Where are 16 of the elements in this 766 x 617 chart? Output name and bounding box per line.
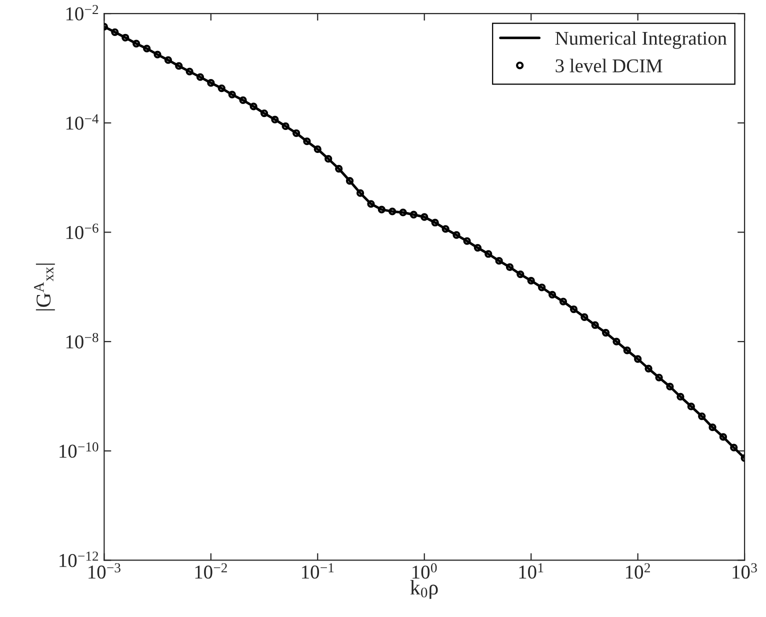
y-tick-label: 10$^{−4}$	[66, 114, 99, 130]
y-tick-label: 10$^{−6}$	[66, 224, 98, 240]
x-tick-label: 10$^{0}$	[412, 563, 437, 579]
x-tick-label: 10$^{−1}$	[302, 563, 334, 579]
x-tick-label: 10$^{−2}$	[195, 563, 227, 579]
x-tick-label: 10$^{1}$	[519, 563, 544, 579]
y-tick-label: 10$^{−2}$	[66, 4, 98, 20]
y-tick-label: 10$^{−10}$	[60, 442, 98, 458]
x-tick-label: 10$^{2}$	[626, 563, 650, 579]
x-tick-label: 10$^{−3}$	[88, 563, 120, 579]
y-axis-title: |G$^{A}$$_{xx}$|	[34, 264, 55, 310]
legend-label: 3 level DCIM	[556, 58, 662, 72]
y-tick-label: 10$^{−8}$	[66, 332, 98, 348]
legend-label: Numerical Integration	[555, 31, 727, 49]
x-axis-title: k$_{0}$ρ	[410, 580, 438, 599]
x-tick-label: 10$^{3}$	[732, 563, 757, 579]
